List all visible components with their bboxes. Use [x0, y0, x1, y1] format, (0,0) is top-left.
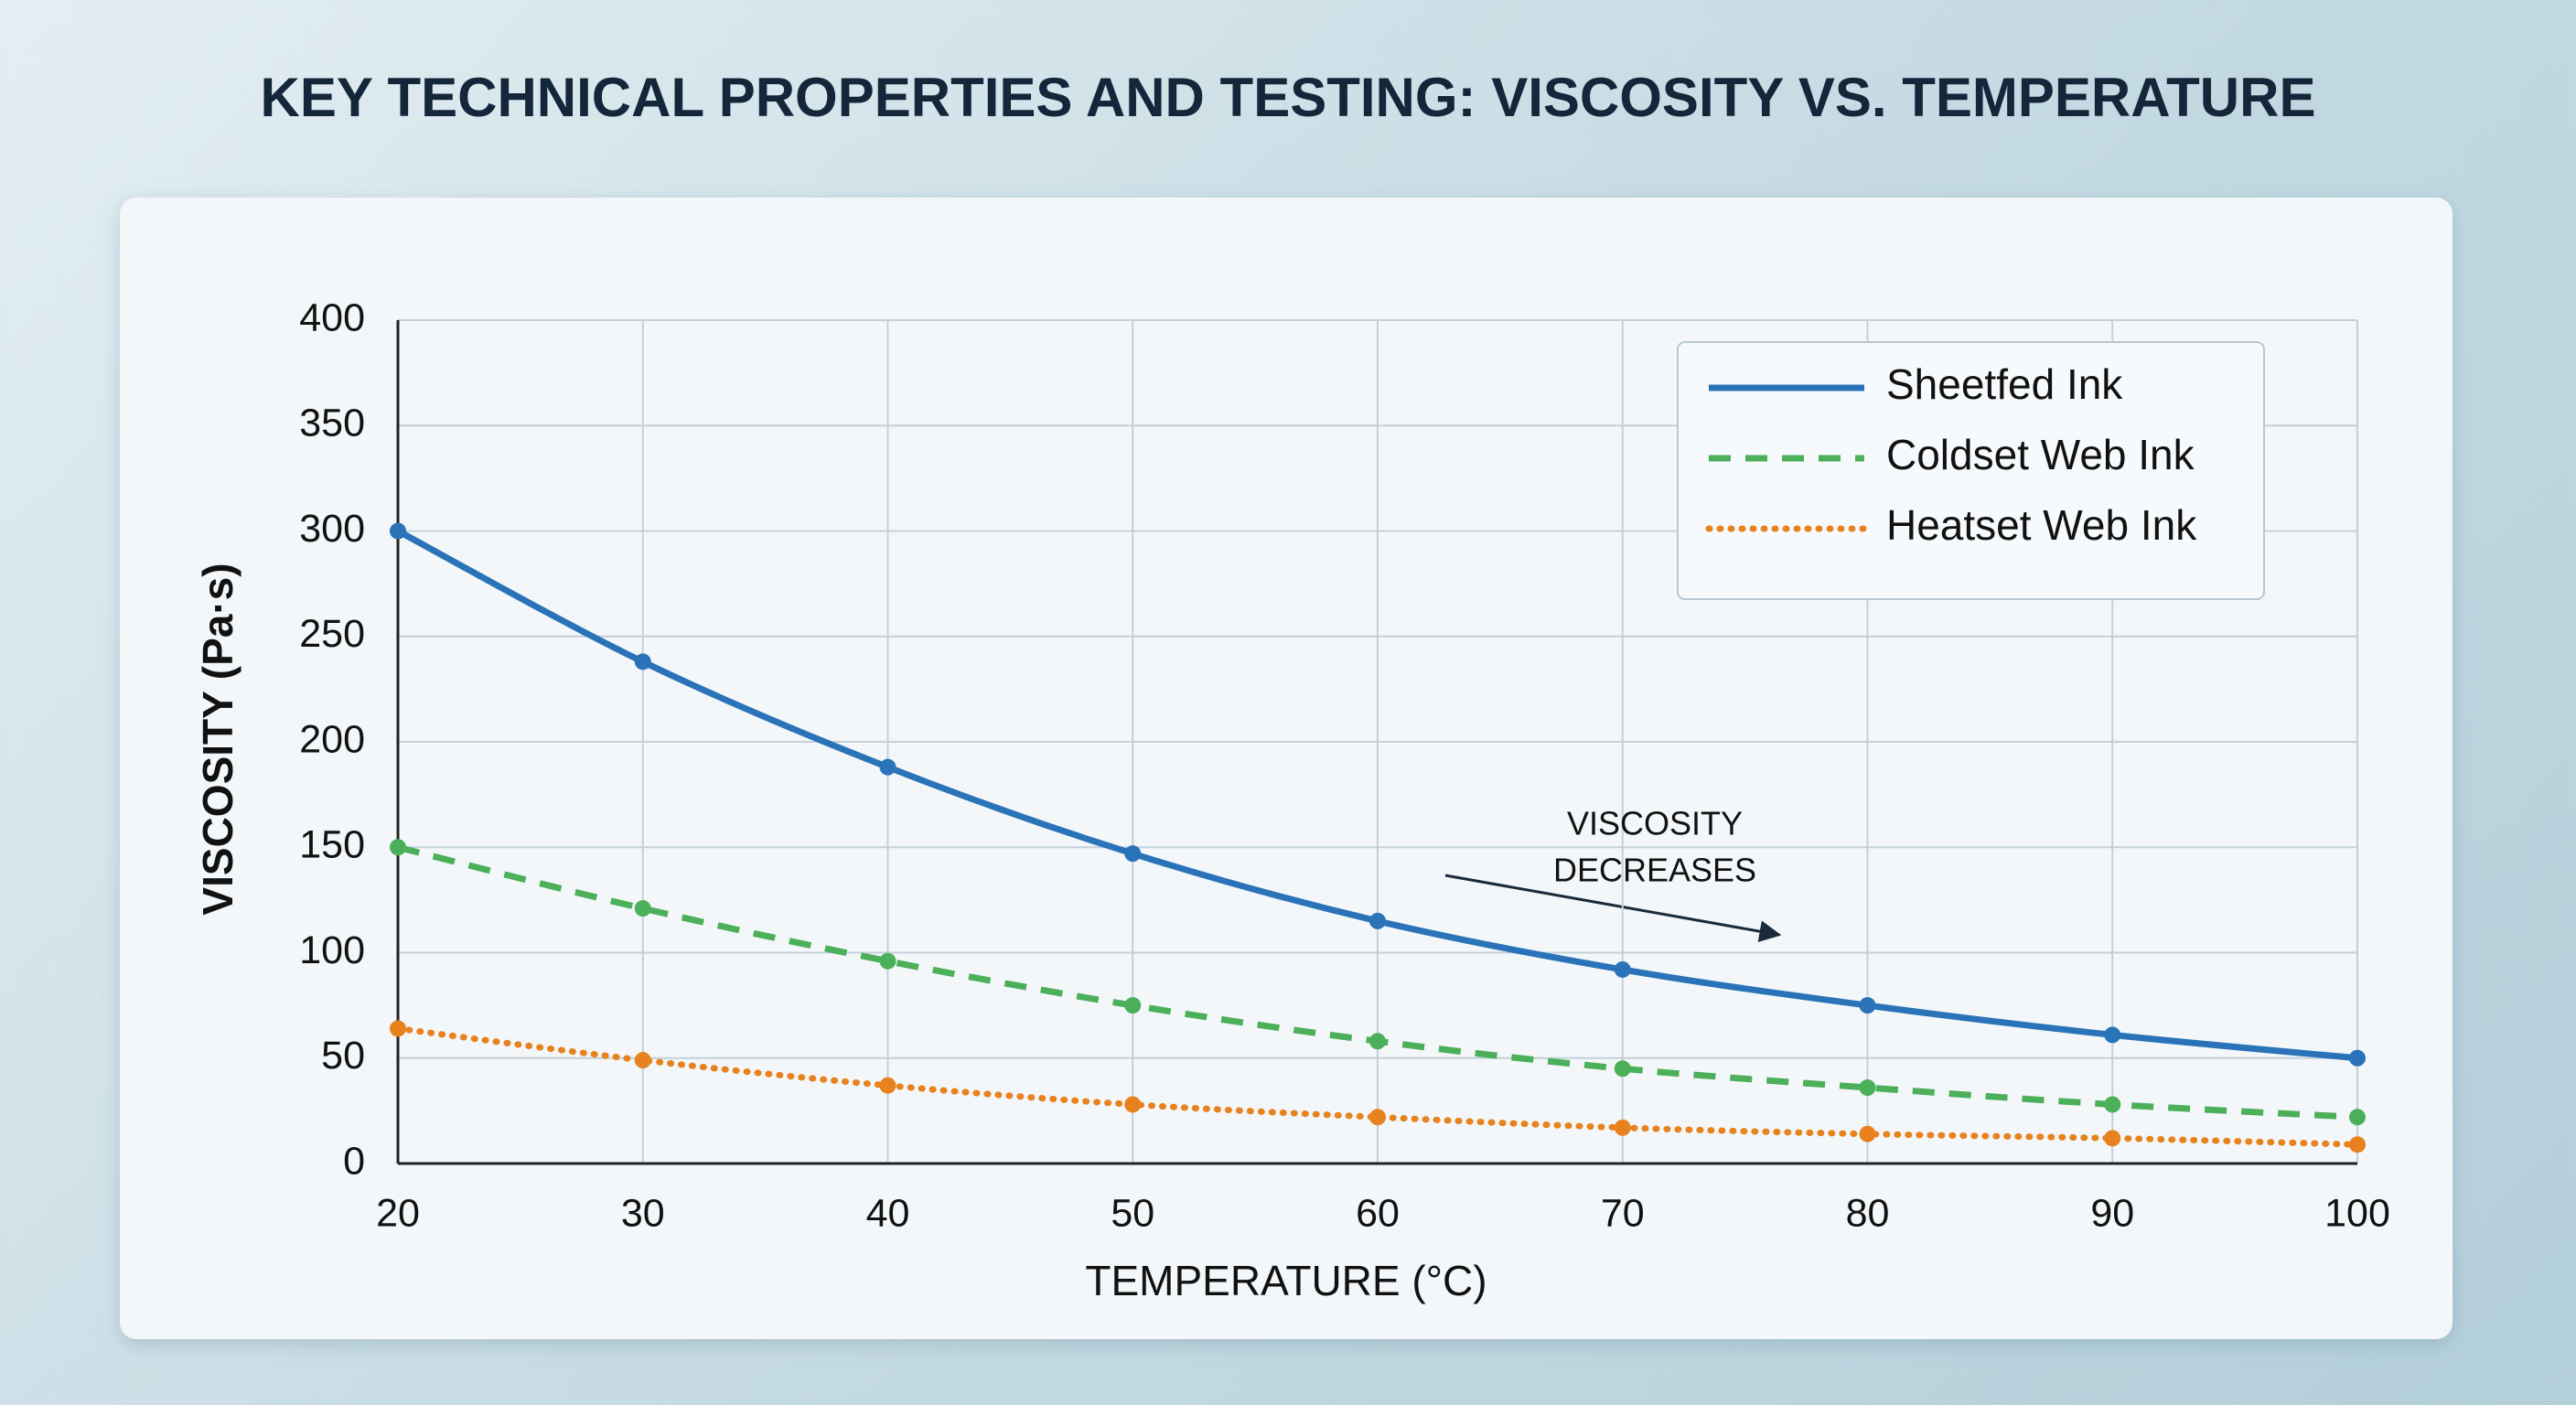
x-tick-label: 90: [2090, 1191, 2134, 1235]
data-point: [634, 653, 651, 670]
data-point: [1369, 1109, 1386, 1126]
annotation: VISCOSITY: [1567, 805, 1743, 842]
data-point: [1614, 1119, 1631, 1136]
data-point: [1859, 1125, 1876, 1142]
data-point: [1124, 845, 1142, 863]
x-axis-label: TEMPERATURE (°C): [1085, 1257, 1487, 1304]
legend: Sheetfed Ink Coldset Web Ink Heatset Web I…: [1677, 341, 2265, 600]
x-tick-label: 100: [2324, 1191, 2390, 1235]
y-axis-label: VISCOSITY (Pa·s): [194, 563, 242, 915]
annotation: DECREASES: [1553, 852, 1756, 889]
legend-label: Coldset Web Ink: [1886, 431, 2195, 478]
data-point: [2349, 1136, 2366, 1153]
legend-label: Heatset Web Ink: [1886, 501, 2197, 549]
x-tick-label: 40: [866, 1191, 910, 1235]
y-tick-label: 100: [299, 928, 365, 972]
x-tick-label: 20: [376, 1191, 420, 1235]
y-tick-label: 150: [299, 823, 365, 867]
x-tick-label: 70: [1601, 1191, 1645, 1235]
x-tick-label: 80: [1846, 1191, 1890, 1235]
data-point: [1369, 912, 1386, 929]
data-point: [1124, 997, 1142, 1014]
data-point: [2104, 1096, 2121, 1113]
data-point: [1859, 1079, 1876, 1097]
data-point: [1614, 960, 1631, 978]
data-point: [634, 1052, 651, 1069]
data-point: [1614, 1060, 1631, 1078]
data-point: [879, 952, 896, 970]
data-point: [634, 900, 651, 917]
legend-box: [1677, 341, 2265, 600]
annotation-arrow: [1444, 874, 1782, 943]
y-tick-label: 300: [299, 507, 365, 551]
x-tick-label: 30: [621, 1191, 665, 1235]
y-tick-label: 200: [299, 717, 365, 761]
data-point: [390, 1020, 406, 1037]
data-point: [2349, 1109, 2366, 1126]
data-point: [879, 758, 896, 776]
legend-label: Sheetfed Ink: [1886, 360, 2123, 408]
y-tick-label: 400: [299, 295, 365, 339]
x-tick-label: 50: [1111, 1191, 1154, 1235]
data-point: [1369, 1033, 1386, 1050]
data-point: [2104, 1130, 2121, 1147]
data-point: [879, 1077, 896, 1094]
data-point: [2104, 1026, 2121, 1044]
y-tick-label: 250: [299, 612, 365, 656]
y-tick-label: 350: [299, 402, 365, 445]
data-point: [390, 839, 406, 856]
data-point: [390, 522, 406, 540]
y-tick-label: 0: [343, 1139, 365, 1183]
y-tick-label: 50: [321, 1034, 365, 1078]
data-point: [1124, 1096, 1142, 1113]
x-tick-label: 60: [1356, 1191, 1400, 1235]
chart-title: KEY TECHNICAL PROPERTIES AND TESTING: VI…: [261, 67, 2316, 128]
data-point: [2349, 1049, 2366, 1067]
data-point: [1859, 997, 1876, 1014]
